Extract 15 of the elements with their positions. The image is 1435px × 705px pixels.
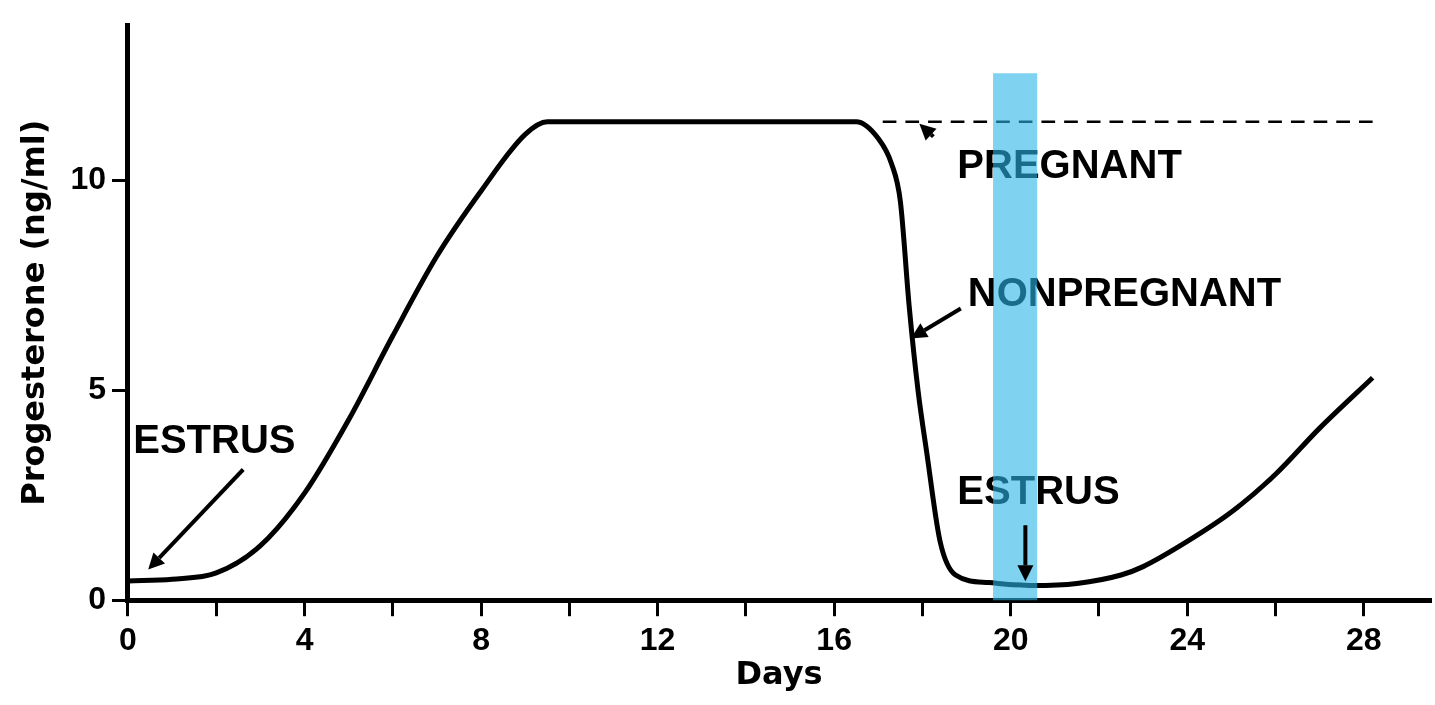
x-tick-label: 4 (295, 621, 314, 658)
x-tick-label: 0 (119, 621, 137, 658)
y-tick-label: 0 (88, 580, 106, 617)
y-tick-label: 5 (88, 370, 106, 407)
x-tick-label: 12 (639, 621, 676, 658)
annotation: ESTRUS (133, 416, 296, 461)
annotation: ESTRUS (957, 468, 1120, 513)
legend-label: NONPREGNANT (967, 270, 1282, 315)
x-tick-label: 20 (992, 621, 1029, 658)
y-tick-label: 10 (70, 160, 106, 197)
x-tick-label: 28 (1346, 621, 1382, 658)
y-axis-title: Progesterone (ng/ml) (13, 119, 52, 506)
x-tick-label: 24 (1169, 621, 1206, 658)
x-tick-label: 8 (472, 621, 490, 658)
series-label: PREGNANT (957, 141, 1182, 186)
